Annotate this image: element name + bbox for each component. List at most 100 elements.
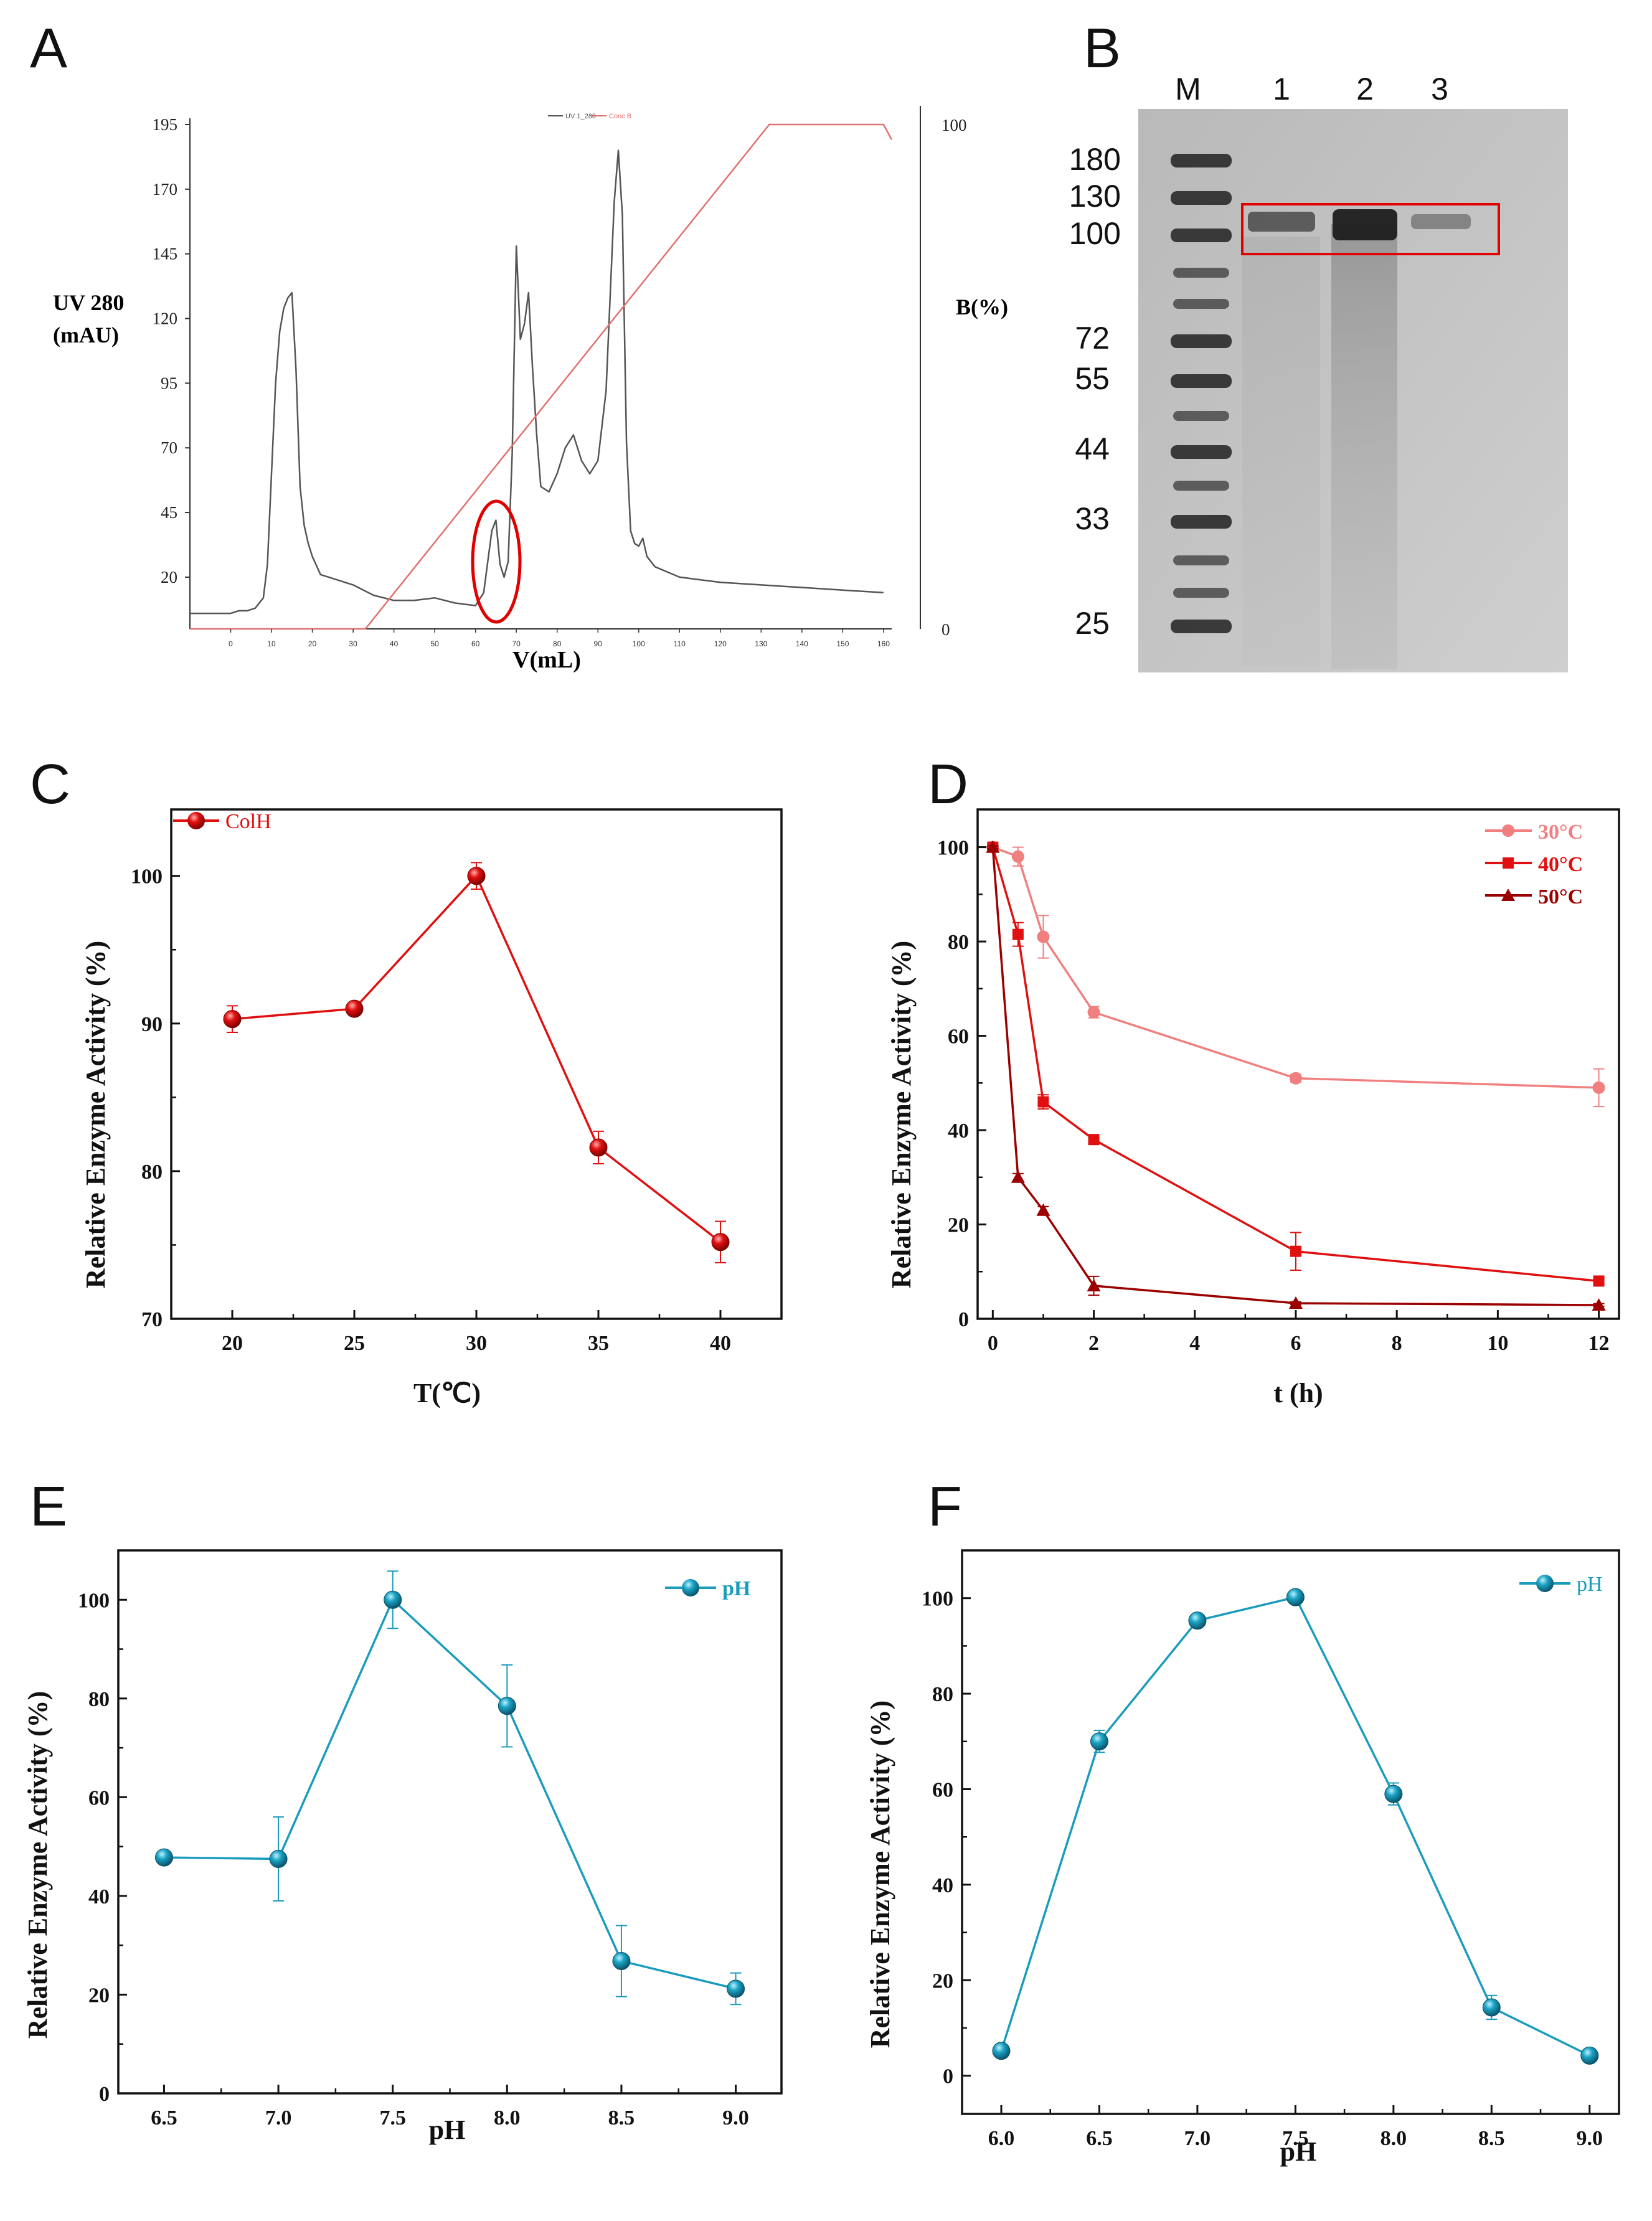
legend-30c-marker <box>1502 824 1514 837</box>
marker-band <box>1171 445 1232 459</box>
x-tick-label: 12 <box>1588 1332 1610 1355</box>
data-point <box>154 1848 173 1867</box>
thermal-legend: 30°C 40°C 50°C <box>1485 821 1583 908</box>
volume-tick-label: 130 <box>755 639 767 648</box>
y-tick-label: 100 <box>131 865 163 889</box>
ph-activity-chart: 0 20 40 60 80 100 6.5 7.0 7.5 8.0 8.5 9.0 pH Relati… <box>22 1549 783 2145</box>
volume-tick-label: 60 <box>471 639 480 648</box>
marker-band <box>1173 268 1229 278</box>
volume-tick-label: 10 <box>267 639 276 648</box>
temperature-y-axis-title: Relative Enzyme Activity (%) <box>80 941 111 1288</box>
x-tick-label: 8.5 <box>608 2106 635 2129</box>
x-tick-label: 35 <box>588 1332 609 1355</box>
x-tick-label: 30 <box>466 1332 487 1355</box>
data-point <box>986 840 1000 853</box>
marker-band <box>1171 334 1232 348</box>
ph-stability-y-axis-title: Relative Enzyme Activity (%) <box>865 1700 895 2048</box>
volume-tick-label: 40 <box>390 639 399 648</box>
y-tick-label: 0 <box>99 2083 110 2106</box>
x-tick-label: 9.0 <box>1577 2127 1603 2150</box>
data-point <box>1593 1275 1605 1287</box>
marker-band <box>1173 411 1229 421</box>
data-point <box>1011 1170 1025 1183</box>
chromatogram-axes <box>189 106 921 630</box>
volume-tick-label: 140 <box>796 639 808 648</box>
y-tick-label: 100 <box>78 1589 110 1612</box>
x-tick-label: 10 <box>1487 1332 1508 1355</box>
data-point <box>269 1849 288 1868</box>
panel-letter-e: E <box>30 1476 67 1538</box>
marker-band <box>1171 374 1232 388</box>
marker-band <box>1171 154 1232 167</box>
data-point <box>498 1697 516 1715</box>
data-point <box>1290 1245 1301 1257</box>
data-point <box>345 999 364 1018</box>
volume-tick-label: 150 <box>836 639 849 648</box>
data-point <box>1482 1998 1501 2017</box>
panel-letter-d: D <box>928 753 968 816</box>
marker-band <box>1171 620 1232 633</box>
marker-lane <box>1171 154 1232 633</box>
data-point <box>1090 1732 1108 1751</box>
legend-ph-e-label: pH <box>722 1577 750 1600</box>
data-point <box>1036 1203 1050 1216</box>
uv-tick-label: 145 <box>153 245 178 263</box>
x-tick-label: 20 <box>222 1332 243 1355</box>
x-tick-label: 7.5 <box>1282 2127 1309 2150</box>
volume-tick-label: 80 <box>553 639 562 648</box>
x-tick-label: 2 <box>1088 1332 1099 1355</box>
legend-colh-label: ColH <box>225 810 271 833</box>
data-point <box>612 1952 631 1971</box>
sds-page-gel-panel: M 1 2 3 180 130 100 72 55 44 33 25 <box>1069 72 1568 672</box>
lane-1-band <box>1248 212 1315 232</box>
series-line <box>992 846 1599 1089</box>
series-line <box>164 1598 737 1990</box>
x-tick-label: 8.5 <box>1478 2127 1505 2150</box>
x-tick-label: 7.0 <box>265 2106 292 2129</box>
ph-stability-legend: pH <box>1519 1573 1603 1596</box>
data-point <box>384 1590 402 1609</box>
series-line <box>1000 1596 1590 2057</box>
y-tick-label: 100 <box>922 1588 953 1611</box>
ph-activity-y-axis-title: Relative Enzyme Activity (%) <box>22 1691 53 2039</box>
b-percent-tick-label: 100 <box>942 116 967 134</box>
x-tick-label: 7.5 <box>379 2106 406 2129</box>
data-point <box>467 867 486 885</box>
marker-size-33: 33 <box>1075 501 1110 536</box>
y-tick-label: 40 <box>88 1885 110 1908</box>
volume-tick-label: 50 <box>430 639 439 648</box>
x-tick-label: 4 <box>1189 1332 1200 1355</box>
data-point <box>1037 1096 1049 1108</box>
temperature-plot-area: 70 80 90 100 20 25 30 35 40 <box>131 808 783 1355</box>
y-tick-label: 90 <box>141 1013 163 1036</box>
y-tick-label: 80 <box>948 931 969 954</box>
stability-y-axis-title: Relative Enzyme Activity (%) <box>886 941 917 1288</box>
marker-band <box>1171 515 1232 529</box>
data-point <box>1286 1588 1305 1606</box>
x-tick-label: 9.0 <box>722 2106 749 2129</box>
ph-activity-x-axis-title: pH <box>429 2115 466 2145</box>
data-point <box>1011 850 1024 863</box>
data-point <box>1580 2046 1599 2065</box>
x-tick-label: 7.0 <box>1184 2127 1211 2150</box>
highlighted-peak-circle <box>471 499 522 624</box>
volume-axis-title: V(mL) <box>512 647 581 673</box>
ph-activity-legend: pH <box>665 1577 750 1600</box>
x-tick-label: 6.5 <box>1086 2127 1113 2150</box>
data-point <box>711 1233 730 1252</box>
x-tick-label: 8 <box>1392 1332 1402 1355</box>
data-point <box>992 2042 1011 2060</box>
data-point <box>223 1010 242 1029</box>
y-tick-label: 40 <box>948 1120 969 1143</box>
volume-tick-label: 160 <box>877 639 890 648</box>
data-point <box>1012 928 1024 940</box>
data-point <box>1592 1081 1605 1094</box>
uv-tick-label: 95 <box>161 374 177 392</box>
volume-tick-label: 90 <box>594 639 603 648</box>
uv-tick-label: 170 <box>153 180 178 199</box>
y-tick-label: 100 <box>937 837 969 860</box>
data-point <box>1088 1134 1100 1146</box>
legend-ph-f-marker <box>1536 1575 1554 1592</box>
y-tick-label: 80 <box>932 1683 953 1706</box>
